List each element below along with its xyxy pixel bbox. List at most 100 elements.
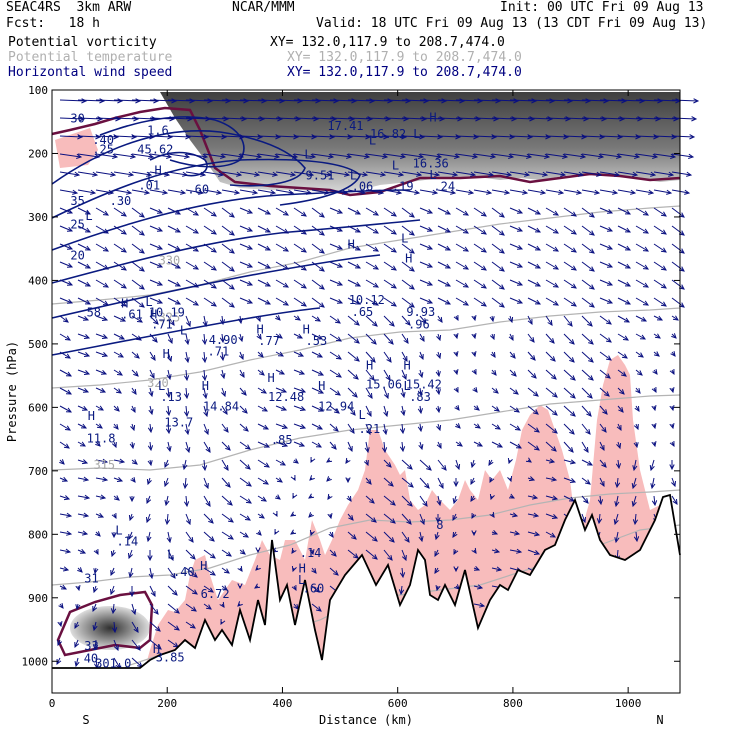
wind-vector-shaft xyxy=(257,405,268,412)
wind-vector-shaft xyxy=(581,99,609,102)
field-value-label: .71 xyxy=(151,318,173,332)
wind-vector-shaft xyxy=(581,441,589,453)
wind-vector xyxy=(275,98,304,104)
wind-vector-head xyxy=(552,282,560,288)
wind-vector xyxy=(617,243,632,251)
wind-vector-head xyxy=(480,229,487,235)
wind-vector-shaft xyxy=(311,189,330,194)
wind-vector-shaft xyxy=(167,369,171,380)
wind-vector-head xyxy=(335,390,341,396)
wind-vector-head xyxy=(360,189,367,195)
wind-vector xyxy=(527,171,549,177)
wind-vector xyxy=(437,297,452,305)
wind-vector-head xyxy=(259,116,266,122)
wind-vector xyxy=(290,529,297,535)
wind-vector-head xyxy=(102,210,110,216)
org-label: NCAR/MMM xyxy=(232,0,295,15)
wind-vector-head xyxy=(333,98,340,104)
wind-vector xyxy=(167,225,182,233)
wind-vector xyxy=(128,531,134,541)
wind-vector xyxy=(365,369,375,381)
wind-vector-shaft xyxy=(365,549,378,560)
wind-vector xyxy=(527,243,542,251)
extremum-marker: H xyxy=(155,163,162,177)
wind-vector-head xyxy=(281,442,289,447)
wind-vector-head xyxy=(648,189,655,195)
wind-vector-shaft xyxy=(257,99,285,102)
wind-vector xyxy=(347,207,362,215)
wind-vector-head xyxy=(282,300,290,306)
extremum-marker: L xyxy=(167,547,174,561)
wind-vector xyxy=(149,333,158,343)
wind-vector xyxy=(383,297,397,307)
extremum-marker: H xyxy=(303,323,310,337)
wind-vector-head xyxy=(112,153,119,159)
wind-vector-shaft xyxy=(491,549,500,553)
wind-vector xyxy=(311,585,320,593)
wind-vector-head xyxy=(308,171,315,177)
wind-vector xyxy=(59,279,74,286)
wind-vector-shaft xyxy=(185,279,199,288)
wind-vector xyxy=(113,333,126,340)
wind-vector xyxy=(365,98,394,104)
wind-vector-shaft xyxy=(563,333,575,345)
wind-vector xyxy=(129,586,135,598)
wind-vector-head xyxy=(654,333,661,339)
wind-vector xyxy=(257,225,272,233)
wind-vector xyxy=(203,423,209,436)
wind-vector-head xyxy=(563,134,570,140)
wind-vector-shaft xyxy=(563,261,577,271)
wind-vector-shaft xyxy=(185,225,199,234)
wind-vector-shaft xyxy=(347,135,371,138)
wind-vector-head xyxy=(479,602,486,608)
wind-vector-head xyxy=(184,357,190,364)
wind-vector xyxy=(437,477,444,490)
wind-vector-head xyxy=(210,265,217,271)
wind-vector-head xyxy=(120,247,127,253)
wind-vector-head xyxy=(470,171,477,177)
wind-vector xyxy=(166,531,172,544)
wind-vector xyxy=(293,458,299,464)
wind-vector xyxy=(419,243,434,250)
wind-vector-head xyxy=(182,483,189,490)
wind-vector-head xyxy=(120,265,127,271)
wind-vector-head xyxy=(509,134,516,140)
wind-vector-head xyxy=(569,478,577,483)
wind-vector xyxy=(149,603,159,615)
wind-vector-head xyxy=(589,302,595,308)
wind-vector-head xyxy=(275,315,281,321)
wind-vector-shaft xyxy=(347,189,366,194)
wind-vector-head xyxy=(570,393,576,399)
wind-vector-head xyxy=(387,554,393,561)
wind-vector-head xyxy=(256,530,262,536)
wind-vector xyxy=(77,369,91,375)
wind-vector-shaft xyxy=(275,207,289,216)
wind-vector-head xyxy=(188,537,194,543)
wind-vector xyxy=(75,603,81,611)
wind-vector-head xyxy=(399,428,406,435)
wind-vector-shaft xyxy=(77,297,91,305)
wind-vector xyxy=(455,243,470,252)
wind-vector-shaft xyxy=(365,117,391,120)
wind-vector-head xyxy=(331,444,337,450)
wind-vector-head xyxy=(282,210,290,216)
wind-vector-shaft xyxy=(167,207,181,215)
wind-vector-head xyxy=(640,316,648,322)
wind-vector-head xyxy=(92,644,99,651)
wind-vector-shaft xyxy=(275,423,288,429)
wind-vector-head xyxy=(472,153,479,159)
wind-vector-shaft xyxy=(455,99,483,102)
wind-vector-head xyxy=(624,227,632,233)
wind-vector-shaft xyxy=(419,333,425,342)
theta-contour xyxy=(51,489,681,586)
wind-vector xyxy=(185,315,191,328)
wind-vector-shaft xyxy=(221,477,231,488)
wind-vector-shaft xyxy=(167,99,195,102)
wind-vector-shaft xyxy=(563,297,577,307)
wind-vector-shaft xyxy=(545,261,559,270)
wind-vector-shaft xyxy=(653,333,661,339)
wind-vector-shaft xyxy=(473,585,483,589)
wind-vector-head xyxy=(586,460,594,466)
wind-vector xyxy=(185,207,200,216)
wind-vector xyxy=(149,225,164,232)
